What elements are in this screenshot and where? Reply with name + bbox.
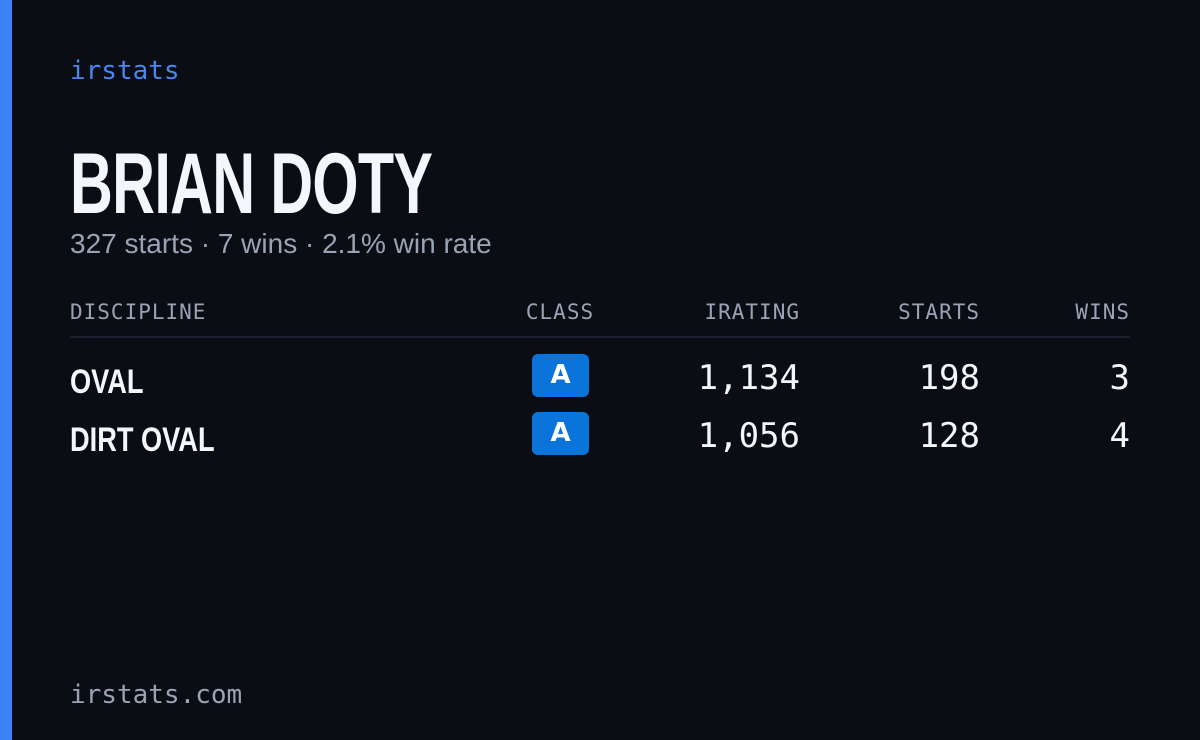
accent-bar bbox=[0, 0, 12, 740]
irating: 1,056 bbox=[697, 416, 800, 456]
summary: 327 starts · 7 wins · 2.1% win rate bbox=[70, 228, 492, 259]
brand: irstats bbox=[70, 56, 180, 86]
wins: 4 bbox=[1109, 416, 1130, 456]
starts: 198 bbox=[918, 358, 980, 398]
discipline: OVAL bbox=[70, 363, 144, 401]
irating: 1,134 bbox=[697, 358, 800, 398]
class-badge: A bbox=[532, 354, 589, 397]
discipline: DIRT OVAL bbox=[70, 421, 215, 459]
starts: 128 bbox=[918, 416, 980, 456]
column-header: IRATING bbox=[704, 300, 800, 324]
column-header: DISCIPLINE bbox=[70, 300, 207, 324]
footer-url: irstats.com bbox=[70, 680, 243, 710]
column-header: CLASS bbox=[525, 300, 595, 324]
class-badge: A bbox=[532, 412, 589, 455]
divider bbox=[70, 336, 1130, 338]
column-header: WINS bbox=[1075, 300, 1130, 324]
wins: 3 bbox=[1109, 358, 1130, 398]
column-header: STARTS bbox=[898, 300, 980, 324]
driver-name: BRIAN DOTY bbox=[70, 136, 433, 232]
